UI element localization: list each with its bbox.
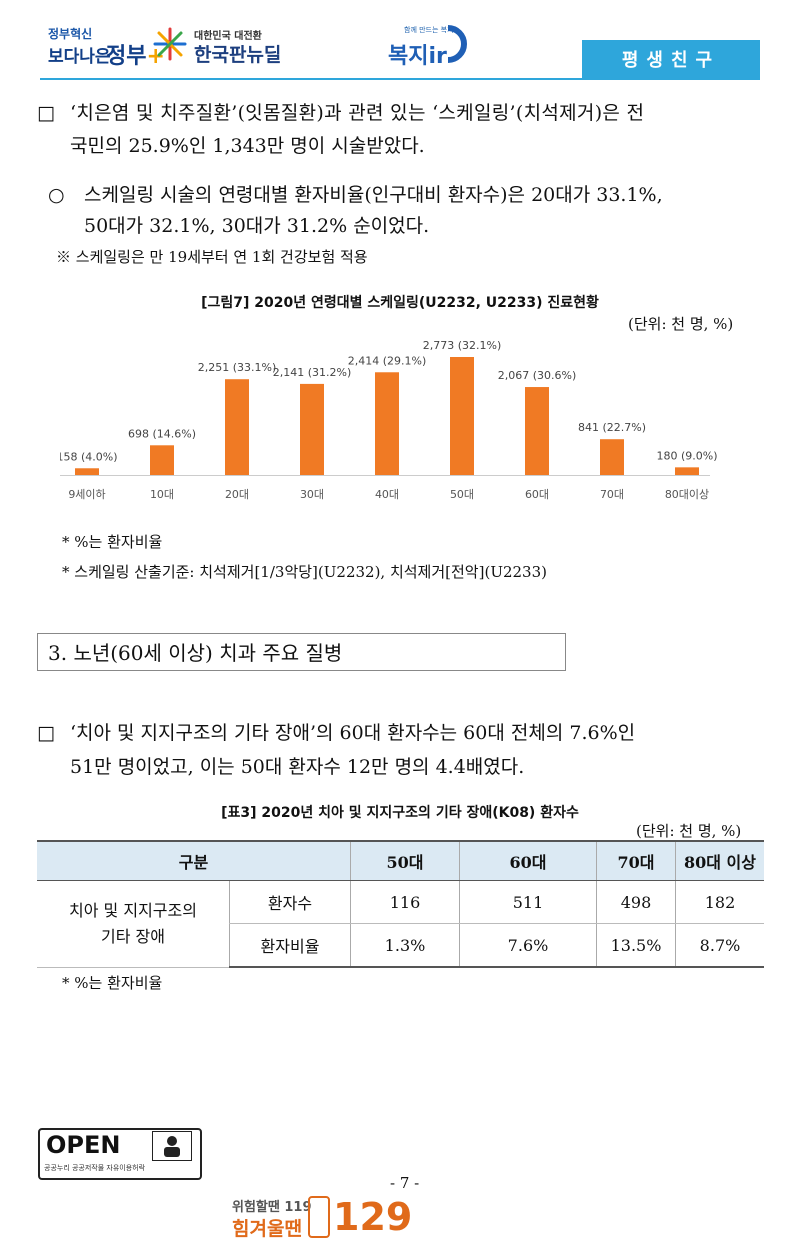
table-cell: 7.6% (459, 923, 597, 968)
bar-data-label: 2,141 (31.2%) (273, 366, 352, 379)
table-unit: (단위: 천 명, %) (636, 822, 742, 840)
x-tick-label: 9세이하 (68, 487, 105, 501)
table-cell: 116 (350, 880, 460, 924)
welfare-logo: 복지ir (388, 44, 447, 69)
x-tick-label: 10대 (150, 488, 174, 501)
bar-data-label: 698 (14.6%) (128, 427, 196, 440)
column-header: 구분 (37, 840, 351, 881)
column-header: 60대 (459, 840, 597, 881)
chart-title: [그림7] 2020년 연령대별 스케일링(U2232, U2233) 진료현황 (201, 295, 599, 311)
table-header-row: 구분 50대 60대 70대 80대 이상 (37, 840, 764, 881)
table-cell: 182 (675, 880, 764, 924)
paragraph-line: 스케일링 시술의 연령대별 환자비율(인구대비 환자수)은 20대가 33.1%… (84, 184, 663, 206)
paragraph-line: ‘치아 및 지지구조의 기타 장애’의 60대 환자수는 60대 전체의 7.6… (70, 722, 636, 744)
attribution-icon (152, 1131, 192, 1161)
section-heading: 3. 노년(60세 이상) 치과 주요 질병 (37, 633, 566, 671)
gov-logo-word: 정부+ (106, 44, 165, 69)
header-banner: 평생친구 (582, 40, 760, 78)
gov-innovation-small: 정부혁신 (48, 27, 93, 41)
table-cell: 13.5% (596, 923, 676, 968)
chart-bar (225, 379, 249, 475)
gov-innovation-logo: 보다나은 (48, 47, 111, 67)
open-license-badge (38, 1128, 202, 1180)
open-license-text: OPEN (46, 1131, 121, 1159)
paragraph-line: 51만 명이었고, 이는 50대 환자수 12만 명의 4.4배였다. (70, 756, 525, 778)
table-note: * %는 환자비율 (62, 974, 163, 992)
bar-data-label: 180 (9.0%) (656, 449, 717, 462)
newdeal-logo: 한국판뉴딜 (194, 44, 282, 66)
bar-data-label: 2,773 (32.1%) (423, 339, 502, 352)
paragraph-line: ‘치은염 및 치주질환’(잇몸질환)과 관련 있는 ‘스케일링’(치석제거)은 … (70, 102, 645, 124)
bar-data-label: 2,251 (33.1%) (198, 361, 277, 374)
x-tick-label: 20대 (225, 488, 249, 501)
hotline-text-top: 위험할땐 119 (232, 1200, 312, 1215)
column-header: 70대 (596, 840, 676, 881)
paragraph-line: 50대가 32.1%, 30대가 31.2% 순이었다. (84, 215, 430, 237)
newdeal-subtitle: 대한민국 대전환 (194, 31, 262, 42)
chart-note: * 스케일링 산출기준: 치석제거[1/3악당](U2232), 치석제거[전악… (62, 563, 547, 581)
row-group-label: 치아 및 지지구조의 기타 장애 (37, 880, 230, 968)
page-number: - 7 - (390, 1174, 420, 1192)
welfare-subtitle: 함께 만드는 복지 (404, 26, 454, 34)
x-tick-label: 50대 (450, 488, 474, 501)
table-cell: 1.3% (350, 923, 460, 968)
chart-bar (675, 467, 699, 475)
bullet-square-icon: □ (37, 722, 55, 744)
patients-table: 구분 50대 60대 70대 80대 이상 치아 및 지지구조의 기타 장애 환자… (37, 840, 764, 968)
chart-bar (300, 383, 324, 475)
newdeal-icon (153, 27, 187, 61)
row-label: 환자수 (229, 880, 351, 924)
open-license-caption: 공공누리 공공저작물 자유이용허락 (44, 1164, 146, 1172)
table-row: 치아 및 지지구조의 기타 장애 환자수 116 511 498 182 (37, 880, 764, 968)
table-title: [표3] 2020년 치아 및 지지구조의 기타 장애(K08) 환자수 (221, 805, 579, 821)
x-tick-label: 30대 (300, 488, 324, 501)
chart-note: * %는 환자비율 (62, 533, 163, 551)
chart-bar (525, 387, 549, 475)
x-tick-label: 60대 (525, 488, 549, 501)
reference-note: ※ 스케일링은 만 19세부터 연 1회 건강보험 적용 (56, 248, 368, 266)
welfare-swoosh-icon (447, 25, 467, 63)
hotline-number: 129 (333, 1195, 413, 1239)
table-row: 환자비율 1.3% 7.6% 13.5% 8.7% (37, 923, 764, 968)
paragraph-line: 국민의 25.9%인 1,343만 명이 시술받았다. (70, 135, 425, 157)
column-header: 80대 이상 (675, 840, 764, 881)
bar-data-label: 2,067 (30.6%) (498, 369, 577, 382)
column-header: 50대 (350, 840, 460, 881)
bar-data-label: 2,414 (29.1%) (348, 354, 427, 367)
x-tick-label: 70대 (600, 488, 624, 501)
row-label: 환자비율 (229, 923, 351, 968)
chart-bar (450, 357, 474, 475)
x-tick-label: 80대이상 (665, 488, 709, 501)
bar-chart: 158 (4.0%) 9세이하 698 (14.6%) 10대 2,251 (33.1%… (60, 339, 718, 501)
bullet-square-icon: □ (37, 102, 55, 124)
chart-bar (600, 439, 624, 475)
chart-bar (375, 372, 399, 475)
bullet-circle-icon: ○ (48, 184, 65, 206)
table-cell: 8.7% (675, 923, 764, 968)
bar-data-label: 158 (4.0%) (60, 450, 118, 463)
table-cell: 498 (596, 880, 676, 924)
chart-bar (150, 445, 174, 475)
header-divider (40, 78, 760, 80)
chart-bar (75, 468, 99, 475)
hotline-text-bottom: 힘겨울땐 (232, 1218, 302, 1240)
table-cell: 511 (459, 880, 597, 924)
x-tick-label: 40대 (375, 488, 399, 501)
phone-icon (308, 1196, 330, 1238)
bar-data-label: 841 (22.7%) (578, 421, 646, 434)
chart-unit: (단위: 천 명, %) (628, 315, 734, 333)
